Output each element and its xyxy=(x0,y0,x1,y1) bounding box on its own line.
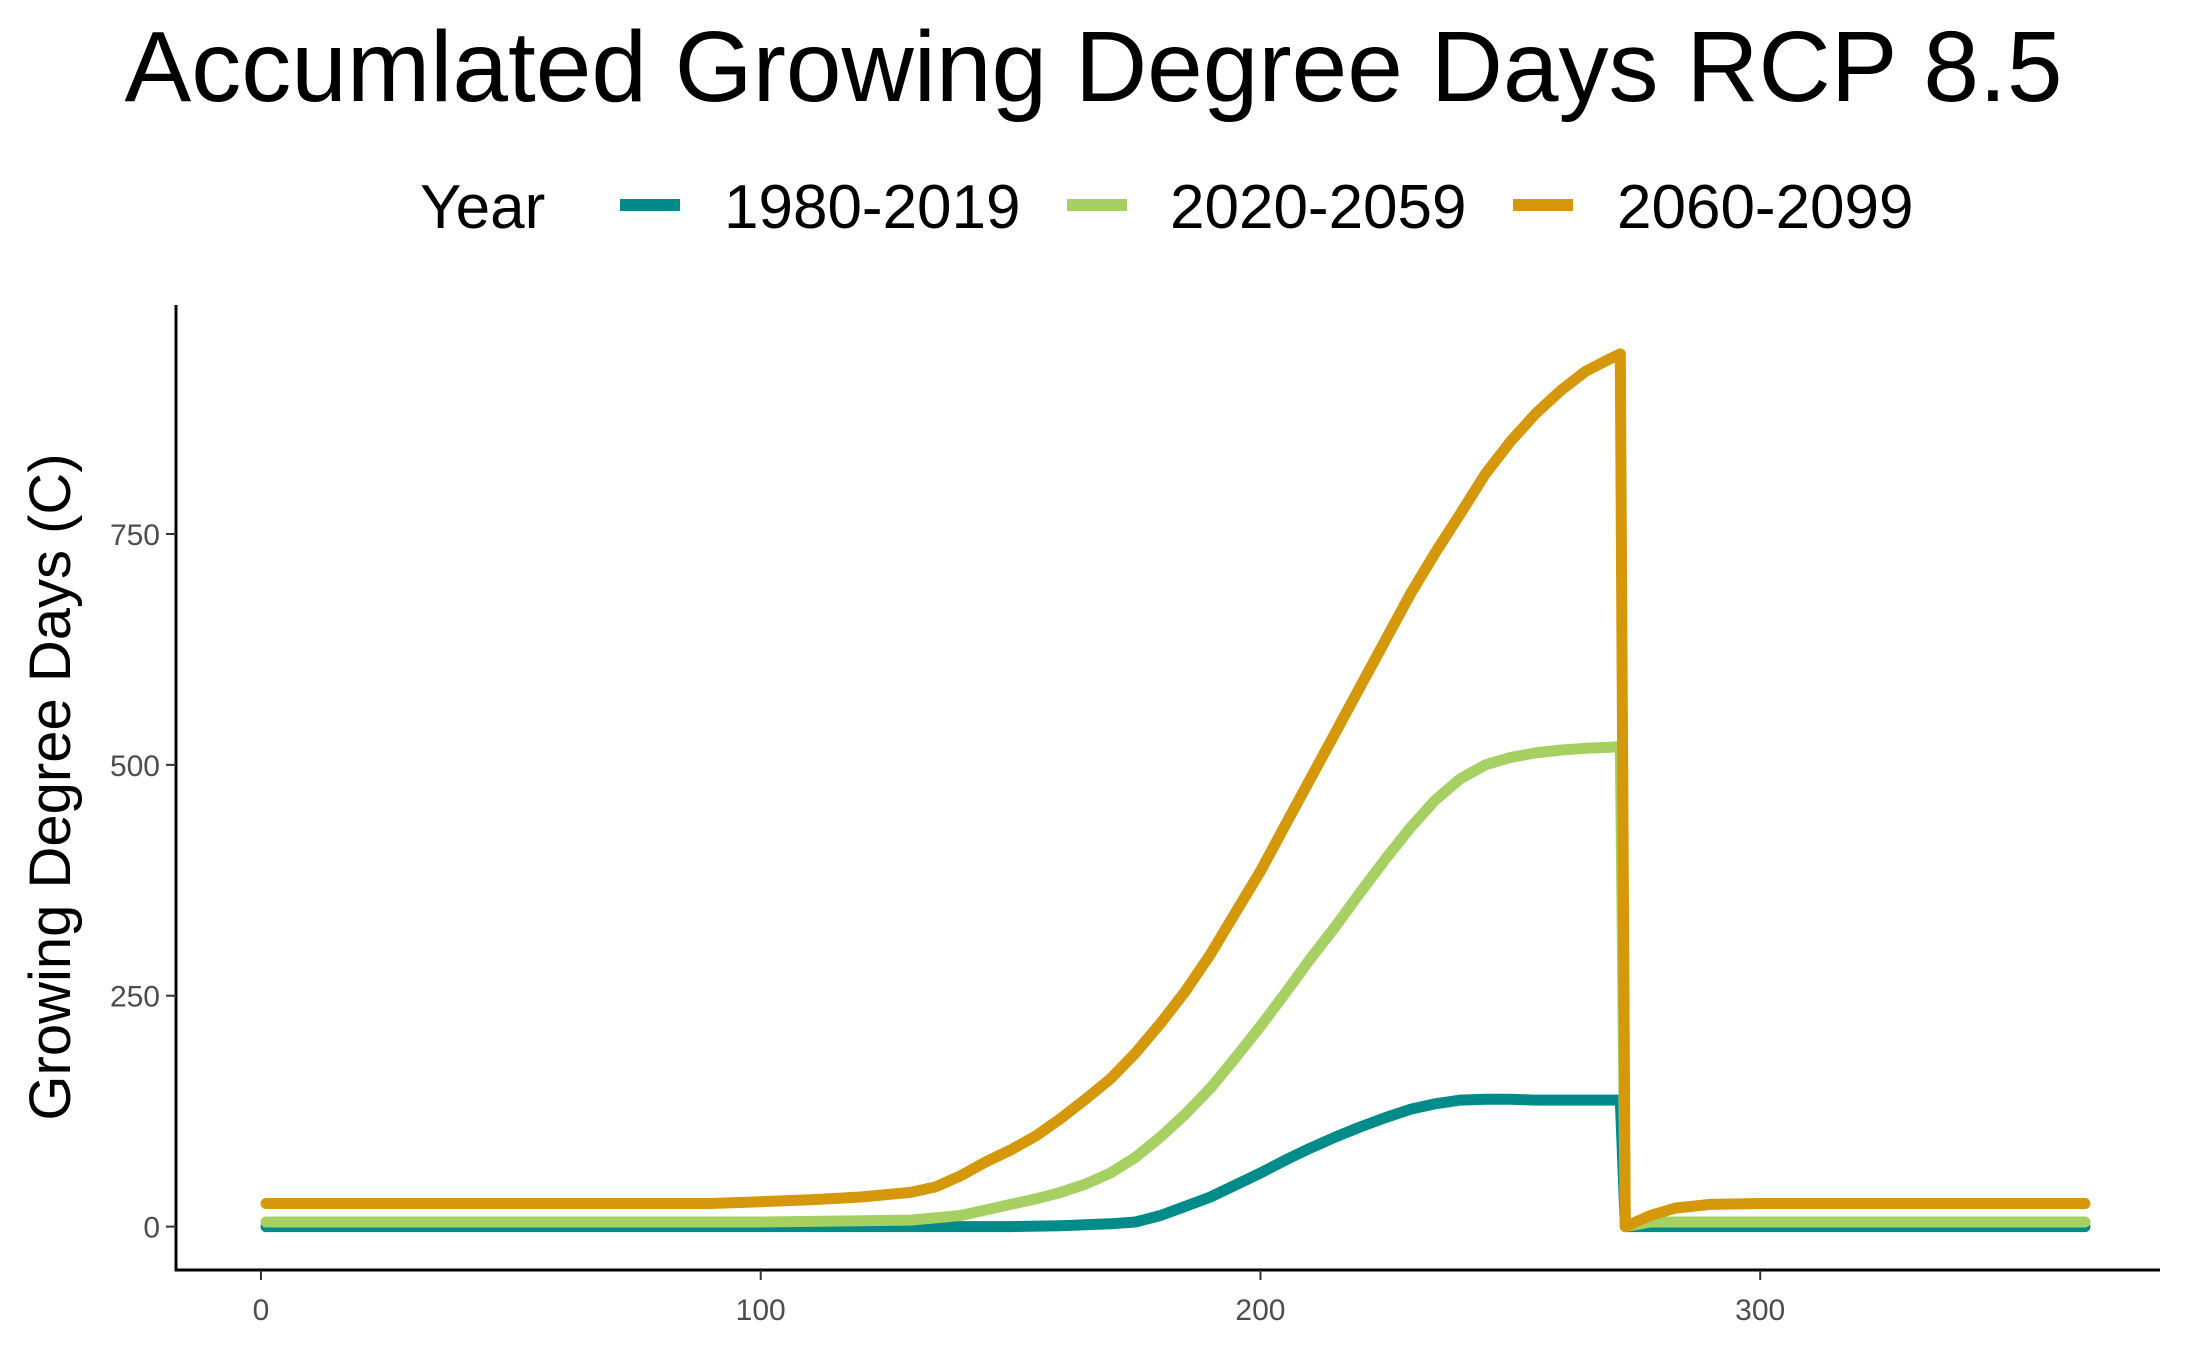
y-tick-label: 250 xyxy=(110,981,160,1014)
x-tick-label: 200 xyxy=(1235,1294,1285,1327)
x-tick-label: 300 xyxy=(1735,1294,1785,1327)
legend-label-1980-2019: 1980-2019 xyxy=(724,173,1021,242)
y-tick-label: 750 xyxy=(110,519,160,552)
legend-label-2060-2099: 2060-2099 xyxy=(1617,173,1914,242)
series-line-2060-2099 xyxy=(260,348,2091,1233)
legend-title: Year xyxy=(420,173,545,242)
x-tick-label: 0 xyxy=(253,1294,270,1327)
series-line-1980-2019 xyxy=(260,1093,2091,1233)
y-tick-label: 0 xyxy=(143,1212,160,1245)
legend-label-2020-2059: 2020-2059 xyxy=(1170,173,1467,242)
legend: Year 1980-2019 2020-2059 2060-2099 xyxy=(420,173,1914,242)
series-layer xyxy=(260,348,2091,1233)
x-tick-label: 100 xyxy=(736,1294,786,1327)
series-line-2020-2059 xyxy=(260,740,2091,1233)
axis-ticks: 0 250 500 750 0 100 200 300 xyxy=(110,519,1785,1327)
y-axis-title: Growing Degree Days (C) xyxy=(18,453,83,1120)
chart-title: Accumlated Growing Degree Days RCP 8.5 xyxy=(124,11,2063,123)
y-tick-label: 500 xyxy=(110,750,160,783)
